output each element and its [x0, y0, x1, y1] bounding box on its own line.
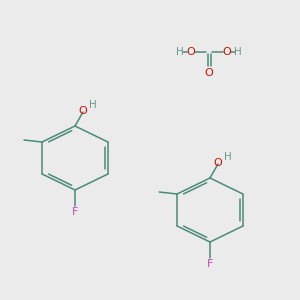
Text: F: F	[72, 207, 78, 217]
Text: O: O	[223, 47, 231, 57]
Text: H: H	[176, 47, 184, 57]
Text: O: O	[187, 47, 195, 57]
Text: O: O	[205, 68, 213, 78]
Text: H: H	[224, 152, 232, 162]
Text: O: O	[214, 158, 222, 168]
Text: F: F	[207, 259, 213, 269]
Text: H: H	[234, 47, 242, 57]
Text: O: O	[79, 106, 87, 116]
Text: H: H	[89, 100, 97, 110]
